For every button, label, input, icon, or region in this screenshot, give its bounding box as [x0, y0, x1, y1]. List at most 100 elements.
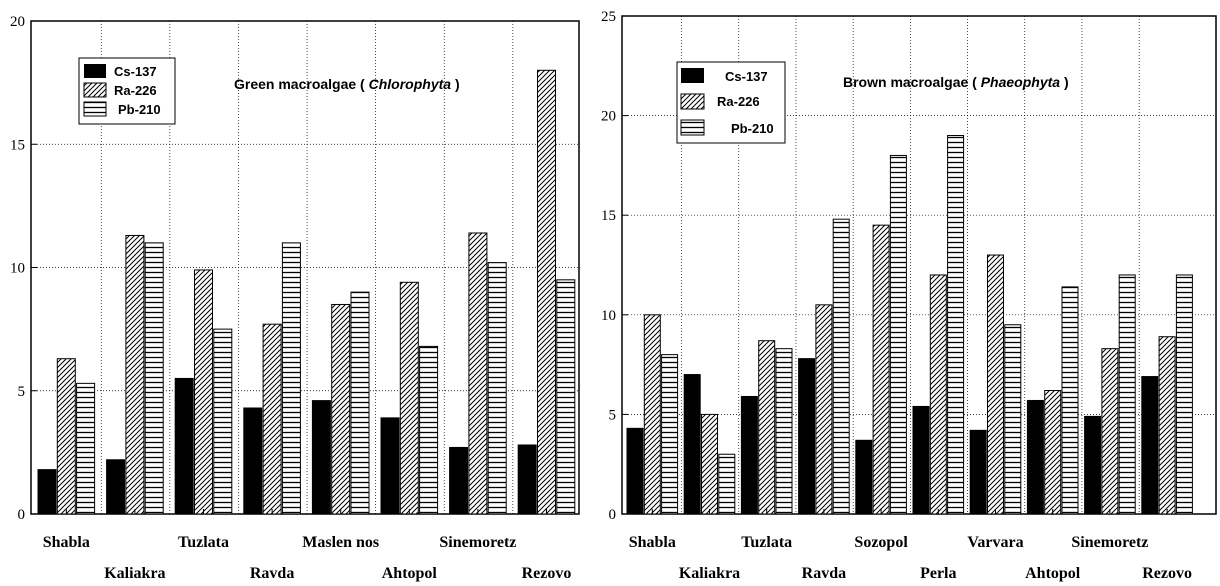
legend-swatch-cs137 — [681, 68, 704, 83]
bar-cs-137-ahtopol — [380, 417, 400, 515]
x-tick-label: Perla — [920, 565, 956, 582]
bar-cs-137-shabla — [37, 469, 57, 515]
x-tick-label: Shabla — [629, 534, 676, 551]
x-tick-label: Varvara — [967, 534, 1023, 551]
bar-ra-226-kaliakra — [701, 413, 718, 515]
y-tick-label: 10 — [601, 308, 616, 324]
bar-ra-226-maslen-nos — [331, 303, 351, 515]
legend-label-cs137: Cs-137 — [114, 64, 157, 79]
bar-pb-210-shabla — [76, 382, 96, 515]
y-tick-label: 15 — [10, 137, 25, 153]
bar-pb-210-sinemoretz — [1118, 274, 1136, 515]
legend-swatch-pb210 — [83, 101, 107, 117]
y-tick-label: 15 — [601, 208, 616, 224]
bar-ra-226-sozopol — [872, 224, 890, 515]
legend-swatch-ra226 — [83, 82, 107, 98]
bar-ra-226-tuzlata — [194, 269, 213, 515]
bar-ra-226-ravda — [815, 304, 833, 515]
bar-pb-210-tuzlata — [775, 348, 793, 515]
x-tick-label: Tuzlata — [741, 534, 792, 551]
x-tick-label: Kaliakra — [104, 565, 165, 582]
bar-ra-226-shabla — [56, 358, 76, 515]
bar-ra-226-perla — [929, 274, 947, 515]
bar-ra-226-sinemoretz — [468, 232, 488, 515]
x-tick-label: Rezovo — [522, 565, 572, 582]
bar-pb-210-ravda — [281, 242, 301, 515]
bar-cs-137-sozopol — [855, 439, 873, 515]
y-tick-label: 10 — [10, 261, 25, 277]
bar-pb-210-rezovo — [1175, 274, 1193, 515]
legend-label-pb210: Pb-210 — [731, 121, 774, 136]
chart-title: Green macroalgae ( Chlorophyta ) — [234, 76, 460, 92]
x-tick-label: Ravda — [802, 565, 846, 582]
bar-cs-137-tuzlata — [174, 377, 194, 515]
bar-ra-226-shabla — [643, 314, 661, 515]
y-tick-label: 0 — [609, 507, 617, 523]
bar-pb-210-ahtopol — [419, 345, 439, 515]
bar-cs-137-rezovo — [517, 444, 537, 515]
bar-cs-137-kaliakra — [683, 374, 701, 515]
legend-label-ra226: Ra-226 — [717, 94, 760, 109]
bar-pb-210-varvara — [1004, 324, 1022, 515]
bar-cs-137-sinemoretz — [449, 446, 469, 515]
legend-label-ra226: Ra-226 — [114, 83, 157, 98]
legend-swatch-ra226 — [680, 93, 705, 110]
bar-cs-137-maslen-nos — [311, 400, 331, 515]
y-tick-label: 25 — [601, 9, 616, 25]
bar-ra-226-ravda — [262, 323, 282, 515]
bar-cs-137-ravda — [798, 358, 816, 515]
x-tick-label: Ahtopol — [382, 565, 438, 582]
legend-swatch-pb210 — [680, 119, 705, 136]
bar-cs-137-varvara — [969, 429, 987, 515]
bar-cs-137-shabla — [626, 427, 644, 515]
y-tick-label: 20 — [601, 109, 616, 125]
bar-pb-210-perla — [947, 135, 965, 515]
bar-pb-210-kaliakra — [144, 242, 164, 515]
bar-ra-226-tuzlata — [758, 340, 776, 515]
bar-pb-210-kaliakra — [718, 453, 736, 515]
x-tick-label: Maslen nos — [302, 534, 379, 551]
bar-pb-210-sozopol — [889, 154, 907, 515]
bar-cs-137-perla — [912, 405, 930, 515]
y-tick-label: 5 — [18, 384, 26, 400]
legend-label-pb210: Pb-210 — [118, 102, 161, 117]
x-tick-label: Sinemoretz — [439, 534, 516, 551]
y-tick-label: 5 — [609, 407, 617, 423]
bar-pb-210-rezovo — [556, 279, 576, 515]
bar-pb-210-tuzlata — [213, 328, 233, 515]
bar-pb-210-shabla — [661, 354, 679, 515]
bar-cs-137-kaliakra — [106, 459, 126, 515]
bar-pb-210-sinemoretz — [487, 262, 507, 515]
bar-ra-226-rezovo — [537, 69, 556, 515]
x-tick-label: Tuzlata — [178, 534, 229, 551]
bar-ra-226-sinemoretz — [1101, 348, 1119, 515]
y-tick-label: 0 — [18, 507, 26, 523]
y-tick-label: 20 — [10, 14, 25, 30]
bar-cs-137-tuzlata — [740, 395, 758, 515]
x-tick-label: Shabla — [43, 534, 90, 551]
bar-pb-210-maslen-nos — [350, 291, 370, 515]
x-tick-label: Kaliakra — [679, 565, 740, 582]
x-tick-label: Sozopol — [854, 534, 908, 551]
chart-title: Brown macroalgae ( Phaeophyta ) — [843, 74, 1069, 90]
bar-pb-210-ahtopol — [1061, 286, 1079, 515]
bar-ra-226-kaliakra — [125, 234, 145, 515]
x-tick-label: Rezovo — [1142, 565, 1192, 582]
legend: Cs-137 Ra-226 Pb-210 — [78, 57, 176, 125]
legend: Cs-137 Ra-226 Pb-210 — [676, 61, 786, 144]
bar-cs-137-rezovo — [1141, 376, 1159, 515]
x-tick-label: Ahtopol — [1025, 565, 1081, 582]
legend-label-cs137: Cs-137 — [725, 69, 768, 84]
bar-pb-210-ravda — [832, 218, 850, 515]
bar-ra-226-ahtopol — [399, 281, 419, 515]
legend-swatch-cs137 — [84, 64, 106, 78]
bar-ra-226-rezovo — [1158, 336, 1176, 515]
x-tick-label: Ravda — [250, 565, 294, 582]
bar-ra-226-varvara — [987, 254, 1004, 515]
bar-cs-137-sinemoretz — [1084, 415, 1102, 515]
bar-cs-137-ravda — [243, 407, 263, 515]
green-macroalgae-chart: 0 5 10 15 20 Shabla Kaliakra Tuzlata Ravda Masle… — [10, 14, 580, 582]
x-tick-label: Sinemoretz — [1071, 534, 1148, 551]
